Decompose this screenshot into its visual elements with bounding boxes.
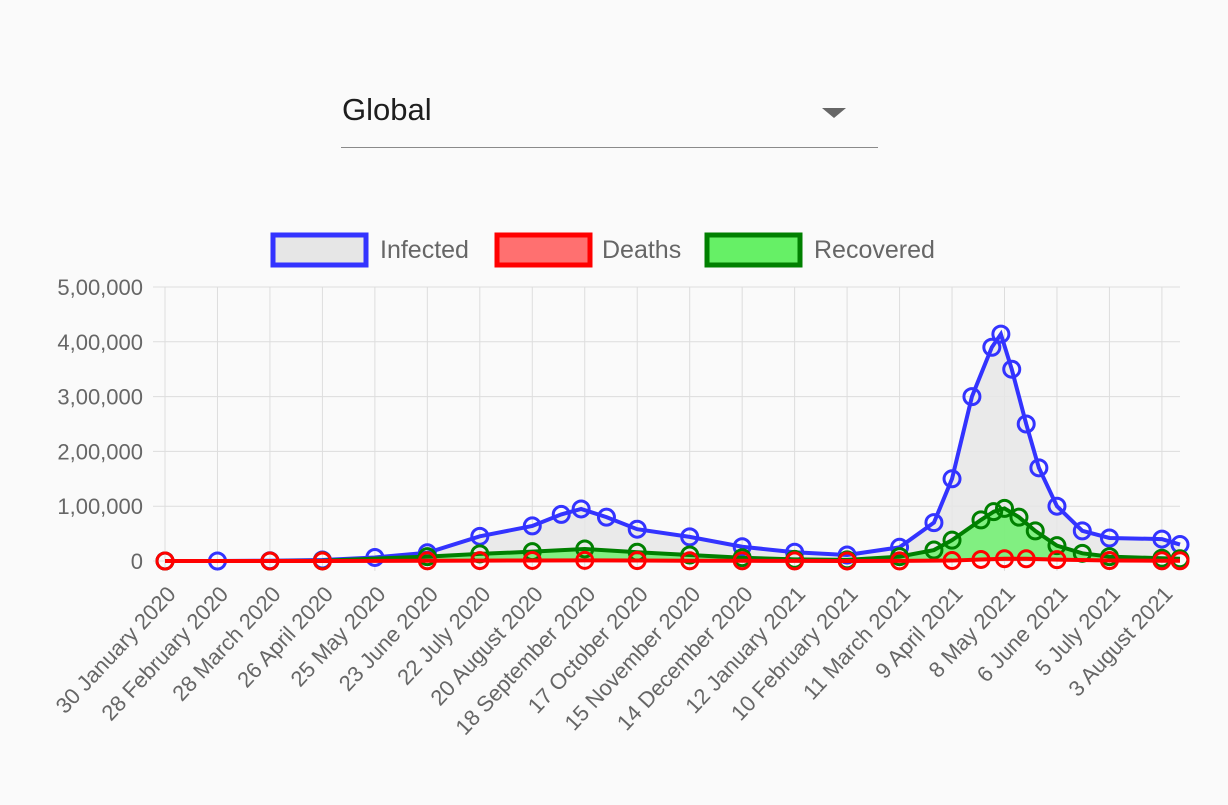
- data-point: [470, 551, 490, 571]
- data-point: [417, 551, 437, 571]
- legend-swatch: [270, 232, 369, 268]
- data-point: [1099, 528, 1119, 548]
- data-point: [1152, 551, 1172, 571]
- data-point: [260, 551, 280, 571]
- data-point: [942, 530, 962, 550]
- legend-swatch: [494, 232, 593, 268]
- data-point: [1016, 549, 1036, 569]
- data-point: [1029, 458, 1049, 478]
- data-point: [680, 551, 700, 571]
- data-point: [942, 469, 962, 489]
- chevron-down-icon: [822, 108, 846, 118]
- data-point: [1072, 521, 1092, 541]
- data-point: [522, 550, 542, 570]
- data-point: [995, 498, 1015, 518]
- data-point: [522, 516, 542, 536]
- data-point: [1170, 551, 1190, 571]
- data-point: [575, 539, 595, 559]
- data-point: [991, 324, 1011, 344]
- data-point: [627, 519, 647, 539]
- y-tick-label: 2,00,000: [57, 439, 143, 464]
- data-point: [942, 551, 962, 571]
- y-tick-label: 3,00,000: [57, 385, 143, 410]
- data-point: [984, 502, 1004, 522]
- data-point: [971, 549, 991, 569]
- y-tick-label: 5,00,000: [57, 275, 143, 300]
- data-point: [785, 551, 805, 571]
- data-point: [732, 537, 752, 557]
- region-select[interactable]: Global: [341, 80, 878, 148]
- region-select-value: Global: [342, 92, 432, 127]
- legend-item-infected[interactable]: Infected: [270, 232, 469, 268]
- data-point: [837, 551, 857, 571]
- legend-label: Recovered: [814, 236, 935, 264]
- chart-series: [155, 324, 1190, 571]
- legend-label: Deaths: [602, 236, 681, 264]
- data-point: [982, 337, 1002, 357]
- legend-swatch: [704, 232, 803, 268]
- data-point: [155, 551, 175, 571]
- legend-item-recovered[interactable]: Recovered: [704, 232, 935, 268]
- data-point: [680, 545, 700, 565]
- data-point: [1016, 414, 1036, 434]
- series-deaths: [155, 549, 1190, 571]
- data-point: [924, 540, 944, 560]
- data-point: [312, 551, 332, 571]
- data-point: [470, 526, 490, 546]
- y-tick-label: 4,00,000: [57, 330, 143, 355]
- legend-label: Infected: [380, 236, 469, 264]
- y-tick-label: 0: [131, 549, 143, 574]
- data-point: [1047, 536, 1067, 556]
- data-point: [680, 527, 700, 547]
- chart-legend: Infected Deaths Recovered: [270, 232, 935, 268]
- data-point: [995, 549, 1015, 569]
- data-point: [1002, 359, 1022, 379]
- data-point: [1099, 551, 1119, 571]
- data-point: [571, 499, 591, 519]
- data-point: [596, 507, 616, 527]
- data-point: [924, 513, 944, 533]
- y-tick-label: 1,00,000: [57, 494, 143, 519]
- series-line: [164, 556, 1181, 563]
- data-point: [627, 551, 647, 571]
- data-point: [732, 551, 752, 571]
- data-point: [1047, 550, 1067, 570]
- data-point: [890, 551, 910, 571]
- data-point: [962, 387, 982, 407]
- series-area: [165, 508, 1180, 561]
- data-point: [1009, 507, 1029, 527]
- data-point: [1025, 521, 1045, 541]
- data-point: [1152, 529, 1172, 549]
- data-point: [575, 550, 595, 570]
- legend-item-deaths[interactable]: Deaths: [494, 232, 681, 268]
- data-point: [1047, 496, 1067, 516]
- data-point: [551, 504, 571, 524]
